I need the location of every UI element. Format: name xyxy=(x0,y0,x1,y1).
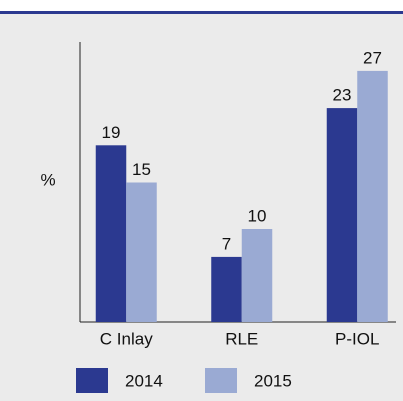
bar xyxy=(326,108,358,322)
x-tick-label: P-IOL xyxy=(335,329,379,348)
bar xyxy=(95,145,127,322)
y-axis-label: % xyxy=(40,170,55,189)
bar xyxy=(126,182,157,322)
data-label: 23 xyxy=(333,86,352,105)
legend-label: 2015 xyxy=(254,371,292,390)
data-label: 7 xyxy=(222,234,231,253)
legend-label: 2014 xyxy=(125,371,163,390)
data-label: 19 xyxy=(102,123,121,142)
legend-swatch xyxy=(76,368,108,393)
top-rule xyxy=(0,11,403,14)
bar xyxy=(211,256,242,322)
x-tick-label: RLE xyxy=(225,329,258,348)
bar xyxy=(357,70,388,323)
x-tick-label: C Inlay xyxy=(100,329,153,348)
bar xyxy=(241,229,273,322)
data-label: 10 xyxy=(248,206,267,225)
legend-swatch xyxy=(205,368,237,393)
data-label: 15 xyxy=(132,160,151,179)
data-label: 27 xyxy=(363,48,382,67)
